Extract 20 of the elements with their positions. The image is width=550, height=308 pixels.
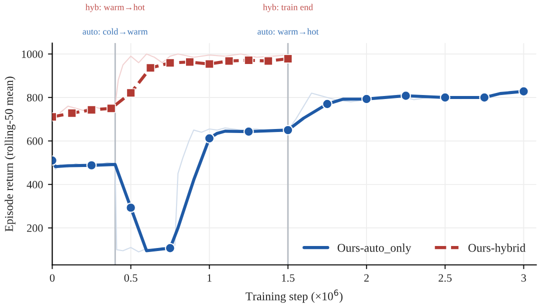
x-tick-label: 1.5: [282, 274, 294, 282]
y-tick-label: 1000: [22, 50, 43, 58]
x-tick-label: 2: [364, 274, 369, 282]
x-axis-title: Training step (×10$^{6}$): [246, 290, 343, 303]
ref-line-label: hyb: warm→hot: [85, 4, 145, 12]
x-tick-label: 0.5: [124, 274, 138, 282]
ref-line-label: auto: warm→hot: [258, 28, 319, 35]
x-tick-label: 1: [208, 274, 212, 282]
y-axis-title: Episode return (rolling-50 mean): [4, 76, 16, 232]
legend-label: Ours-hybrid: [468, 244, 526, 254]
x-tick-label: 0: [50, 274, 55, 282]
y-tick-label: 800: [26, 94, 43, 102]
y-tick-label: 400: [26, 180, 43, 188]
y-tick-label: 200: [27, 224, 43, 232]
y-tick-label: 600: [27, 137, 43, 145]
x-tick-label: 3: [521, 274, 526, 282]
ref-line-label: auto: cold→warm: [82, 28, 148, 35]
x-tick-label: 2.5: [438, 274, 452, 282]
legend-label: Ours-auto_only: [338, 244, 412, 254]
ref-line-label: hyb: train end: [262, 4, 313, 12]
